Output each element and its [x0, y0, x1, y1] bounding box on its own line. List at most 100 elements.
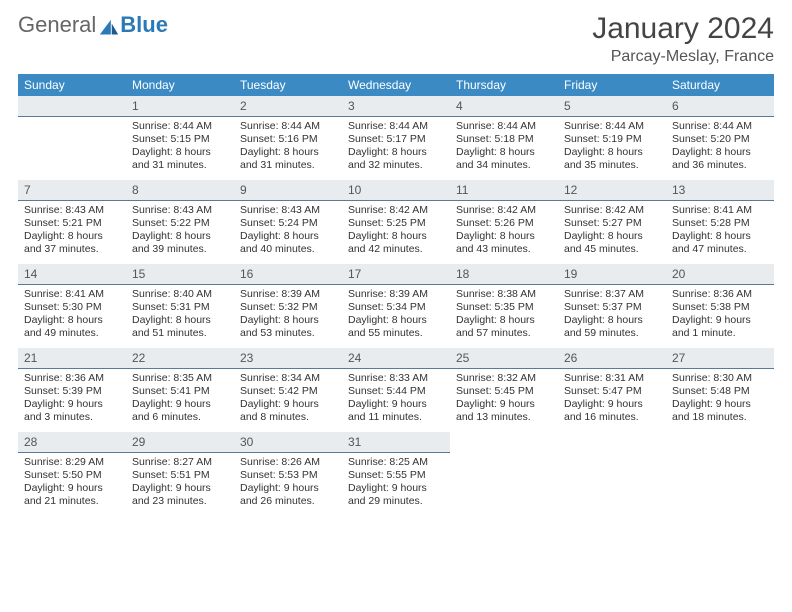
sunrise-line: Sunrise: 8:25 AM — [348, 456, 444, 469]
day-body: Sunrise: 8:42 AMSunset: 5:26 PMDaylight:… — [450, 201, 558, 263]
sunset-line: Sunset: 5:16 PM — [240, 133, 336, 146]
sunset-line: Sunset: 5:45 PM — [456, 385, 552, 398]
calendar-cell: 20Sunrise: 8:36 AMSunset: 5:38 PMDayligh… — [666, 264, 774, 348]
day-number: 2 — [234, 96, 342, 117]
calendar-cell: 5Sunrise: 8:44 AMSunset: 5:19 PMDaylight… — [558, 96, 666, 180]
calendar-cell: 13Sunrise: 8:41 AMSunset: 5:28 PMDayligh… — [666, 180, 774, 264]
day-number: 14 — [18, 264, 126, 285]
day-number: 28 — [18, 432, 126, 453]
day-number: 16 — [234, 264, 342, 285]
sail-icon — [98, 16, 120, 34]
sunset-line: Sunset: 5:17 PM — [348, 133, 444, 146]
sunrise-line: Sunrise: 8:41 AM — [24, 288, 120, 301]
daylight-line: Daylight: 8 hours and 39 minutes. — [132, 230, 228, 256]
sunrise-line: Sunrise: 8:35 AM — [132, 372, 228, 385]
sunrise-line: Sunrise: 8:31 AM — [564, 372, 660, 385]
day-number: 7 — [18, 180, 126, 201]
calendar-cell: 14Sunrise: 8:41 AMSunset: 5:30 PMDayligh… — [18, 264, 126, 348]
sunrise-line: Sunrise: 8:29 AM — [24, 456, 120, 469]
day-number: 21 — [18, 348, 126, 369]
day-number: 10 — [342, 180, 450, 201]
sunrise-line: Sunrise: 8:42 AM — [564, 204, 660, 217]
sunrise-line: Sunrise: 8:39 AM — [240, 288, 336, 301]
calendar-cell: 24Sunrise: 8:33 AMSunset: 5:44 PMDayligh… — [342, 348, 450, 432]
sunset-line: Sunset: 5:22 PM — [132, 217, 228, 230]
daylight-line: Daylight: 8 hours and 51 minutes. — [132, 314, 228, 340]
day-number: 26 — [558, 348, 666, 369]
daylight-line: Daylight: 8 hours and 37 minutes. — [24, 230, 120, 256]
sunset-line: Sunset: 5:44 PM — [348, 385, 444, 398]
sunset-line: Sunset: 5:50 PM — [24, 469, 120, 482]
sunset-line: Sunset: 5:42 PM — [240, 385, 336, 398]
weekday-header: Wednesday — [342, 74, 450, 96]
day-body: Sunrise: 8:44 AMSunset: 5:16 PMDaylight:… — [234, 117, 342, 179]
weekday-header: Monday — [126, 74, 234, 96]
sunset-line: Sunset: 5:48 PM — [672, 385, 768, 398]
day-body: Sunrise: 8:33 AMSunset: 5:44 PMDaylight:… — [342, 369, 450, 431]
weekday-header: Friday — [558, 74, 666, 96]
sunrise-line: Sunrise: 8:36 AM — [24, 372, 120, 385]
day-body: Sunrise: 8:43 AMSunset: 5:22 PMDaylight:… — [126, 201, 234, 263]
day-number: 29 — [126, 432, 234, 453]
day-number: 5 — [558, 96, 666, 117]
sunrise-line: Sunrise: 8:30 AM — [672, 372, 768, 385]
daylight-line: Daylight: 9 hours and 18 minutes. — [672, 398, 768, 424]
day-body: Sunrise: 8:41 AMSunset: 5:28 PMDaylight:… — [666, 201, 774, 263]
day-body: Sunrise: 8:42 AMSunset: 5:25 PMDaylight:… — [342, 201, 450, 263]
daylight-line: Daylight: 8 hours and 42 minutes. — [348, 230, 444, 256]
calendar-cell: 26Sunrise: 8:31 AMSunset: 5:47 PMDayligh… — [558, 348, 666, 432]
sunrise-line: Sunrise: 8:44 AM — [132, 120, 228, 133]
sunrise-line: Sunrise: 8:42 AM — [348, 204, 444, 217]
calendar-cell: 28Sunrise: 8:29 AMSunset: 5:50 PMDayligh… — [18, 432, 126, 516]
sunset-line: Sunset: 5:21 PM — [24, 217, 120, 230]
sunrise-line: Sunrise: 8:40 AM — [132, 288, 228, 301]
calendar-cell: 7 Sunrise: 8:43 AMSunset: 5:21 PMDaylight… — [18, 180, 126, 264]
header: General Blue January 2024 Parcay-Meslay,… — [18, 12, 774, 66]
sunrise-line: Sunrise: 8:43 AM — [24, 204, 120, 217]
sunset-line: Sunset: 5:53 PM — [240, 469, 336, 482]
day-body: Sunrise: 8:31 AMSunset: 5:47 PMDaylight:… — [558, 369, 666, 431]
sunrise-line: Sunrise: 8:41 AM — [672, 204, 768, 217]
calendar-cell: 29Sunrise: 8:27 AMSunset: 5:51 PMDayligh… — [126, 432, 234, 516]
calendar-cell: 21Sunrise: 8:36 AMSunset: 5:39 PMDayligh… — [18, 348, 126, 432]
day-number: 11 — [450, 180, 558, 201]
weekday-header: Thursday — [450, 74, 558, 96]
day-number: 27 — [666, 348, 774, 369]
day-number: 30 — [234, 432, 342, 453]
weekday-header: Sunday — [18, 74, 126, 96]
logo-text-1: General — [18, 12, 96, 38]
sunset-line: Sunset: 5:30 PM — [24, 301, 120, 314]
day-body: Sunrise: 8:39 AMSunset: 5:32 PMDaylight:… — [234, 285, 342, 347]
sunrise-line: Sunrise: 8:44 AM — [672, 120, 768, 133]
sunset-line: Sunset: 5:34 PM — [348, 301, 444, 314]
daylight-line: Daylight: 8 hours and 35 minutes. — [564, 146, 660, 172]
sunset-line: Sunset: 5:55 PM — [348, 469, 444, 482]
calendar-cell: 22Sunrise: 8:35 AMSunset: 5:41 PMDayligh… — [126, 348, 234, 432]
sunrise-line: Sunrise: 8:43 AM — [132, 204, 228, 217]
daylight-line: Daylight: 8 hours and 31 minutes. — [240, 146, 336, 172]
day-body: Sunrise: 8:44 AMSunset: 5:19 PMDaylight:… — [558, 117, 666, 179]
calendar-cell: 1Sunrise: 8:44 AMSunset: 5:15 PMDaylight… — [126, 96, 234, 180]
sunset-line: Sunset: 5:51 PM — [132, 469, 228, 482]
empty-daynum — [18, 96, 126, 117]
daylight-line: Daylight: 8 hours and 55 minutes. — [348, 314, 444, 340]
daylight-line: Daylight: 8 hours and 47 minutes. — [672, 230, 768, 256]
day-number: 8 — [126, 180, 234, 201]
calendar-cell: 31Sunrise: 8:25 AMSunset: 5:55 PMDayligh… — [342, 432, 450, 516]
weekday-header: Saturday — [666, 74, 774, 96]
daylight-line: Daylight: 8 hours and 34 minutes. — [456, 146, 552, 172]
sunset-line: Sunset: 5:24 PM — [240, 217, 336, 230]
daylight-line: Daylight: 8 hours and 45 minutes. — [564, 230, 660, 256]
day-body: Sunrise: 8:44 AMSunset: 5:18 PMDaylight:… — [450, 117, 558, 179]
daylight-line: Daylight: 8 hours and 43 minutes. — [456, 230, 552, 256]
sunset-line: Sunset: 5:15 PM — [132, 133, 228, 146]
daylight-line: Daylight: 9 hours and 16 minutes. — [564, 398, 660, 424]
sunrise-line: Sunrise: 8:37 AM — [564, 288, 660, 301]
day-body: Sunrise: 8:39 AMSunset: 5:34 PMDaylight:… — [342, 285, 450, 347]
day-number: 18 — [450, 264, 558, 285]
day-number: 6 — [666, 96, 774, 117]
sunrise-line: Sunrise: 8:26 AM — [240, 456, 336, 469]
day-body: Sunrise: 8:26 AMSunset: 5:53 PMDaylight:… — [234, 453, 342, 515]
sunset-line: Sunset: 5:18 PM — [456, 133, 552, 146]
day-number: 15 — [126, 264, 234, 285]
